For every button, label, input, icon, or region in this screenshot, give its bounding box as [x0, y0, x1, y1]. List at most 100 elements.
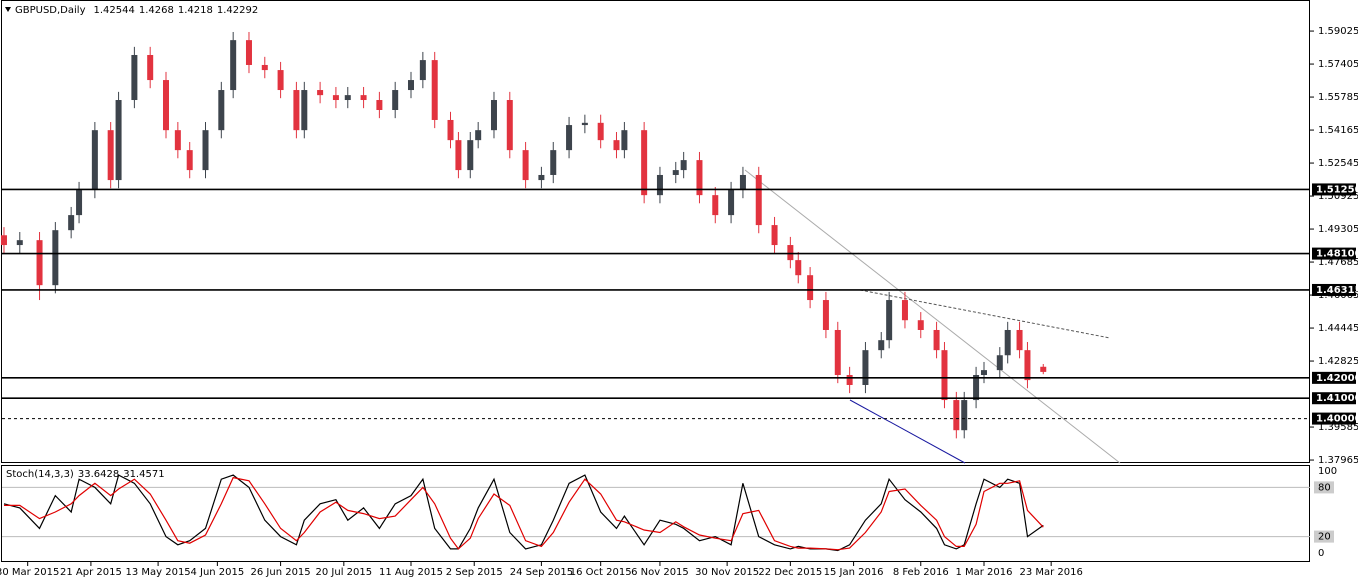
x-tick-label: 20 Jul 2015	[316, 567, 373, 578]
k-value: 33.6428	[78, 469, 119, 480]
candle-body	[131, 54, 138, 101]
candle-body	[447, 119, 454, 141]
candle-body	[301, 90, 308, 131]
x-tick-label: 1 Mar 2016	[955, 567, 1012, 578]
level-box	[1312, 392, 1356, 405]
candle-body	[1040, 366, 1047, 372]
x-tick-label: 21 Apr 2015	[60, 567, 122, 578]
candle-body	[755, 174, 762, 226]
candle-body	[961, 400, 968, 431]
stoch-panel	[1, 465, 1310, 562]
level-label: 1.51250	[1316, 184, 1358, 195]
level-label: 1.46315	[1316, 285, 1358, 296]
candle-body	[107, 130, 114, 181]
symbol: GBPUSD,Daily	[15, 5, 86, 16]
candle-body	[822, 300, 829, 330]
level-box	[1312, 283, 1356, 296]
candle-body	[261, 64, 268, 71]
x-tick-label: 30 Nov 2015	[695, 567, 759, 578]
candle-body	[834, 329, 841, 376]
level-label: 1.42000	[1316, 373, 1358, 384]
candle-body	[550, 150, 557, 175]
candle-body	[807, 275, 814, 301]
candle-body	[317, 90, 324, 96]
d-value: 31.4571	[123, 469, 164, 480]
candle-body	[795, 260, 802, 276]
candle-body	[787, 245, 794, 261]
close: 1.42292	[217, 5, 258, 16]
candle-body	[344, 95, 351, 101]
candle-body	[68, 215, 75, 231]
y-tick-label: 1.54165	[1318, 125, 1358, 136]
candle-body	[455, 140, 462, 171]
candle-body	[392, 90, 399, 110]
y-tick-label: 20	[1318, 532, 1331, 543]
candle-body	[115, 100, 122, 181]
candle-body	[846, 375, 853, 385]
y-tick-label: 1.50925	[1318, 191, 1358, 202]
candle-body	[672, 170, 679, 175]
candle-body	[419, 60, 426, 81]
candle-body	[621, 130, 628, 151]
trend-line	[744, 169, 1121, 464]
candle-body	[76, 190, 83, 216]
high: 1.4268	[139, 5, 174, 16]
candle-body	[407, 80, 414, 91]
x-tick-label: 23 Mar 2016	[1019, 567, 1082, 578]
candle-body	[996, 355, 1003, 371]
x-tick-label: 2 Sep 2015	[446, 567, 503, 578]
x-tick-label: 24 Sep 2015	[510, 567, 573, 578]
trend-line	[859, 289, 1111, 339]
tick-box	[1314, 530, 1334, 543]
y-tick-label: 1.39585	[1318, 422, 1358, 433]
open: 1.42544	[94, 5, 135, 16]
tick-box	[1314, 481, 1334, 494]
stoch-line	[3, 474, 1044, 552]
collapse-icon[interactable]	[5, 7, 11, 12]
y-tick-label: 100	[1318, 466, 1337, 477]
candle-body	[597, 122, 604, 141]
y-tick-label: 1.57405	[1318, 59, 1358, 70]
x-tick-label: 15 Jan 2016	[824, 567, 884, 578]
level-box	[1312, 412, 1356, 425]
candle-body	[862, 350, 869, 385]
candle-body	[917, 320, 924, 330]
candle-body	[522, 150, 529, 181]
x-tick-label: 4 Jun 2015	[190, 567, 244, 578]
x-tick-label: 11 Aug 2015	[379, 567, 443, 578]
candle-body	[953, 400, 960, 431]
y-tick-label: 1.37965	[1318, 455, 1358, 466]
price-panel	[1, 0, 1310, 463]
y-tick-label: 1.49305	[1318, 224, 1358, 235]
level-box	[1312, 247, 1356, 260]
level-label: 1.48100	[1316, 249, 1358, 260]
y-tick-label: 1.52545	[1318, 158, 1358, 169]
candle-body	[174, 130, 181, 151]
candle-body	[656, 174, 663, 196]
stoch-line	[4, 476, 1044, 551]
x-tick-label: 30 Mar 2015	[0, 567, 59, 578]
candle-body	[886, 300, 893, 341]
candle-body	[218, 90, 225, 131]
candle-body	[980, 370, 987, 376]
low: 1.4218	[178, 5, 213, 16]
candle-body	[332, 95, 339, 101]
candle-body	[0, 235, 7, 246]
candle-body	[933, 329, 940, 351]
y-tick-label: 1.47685	[1318, 257, 1358, 268]
candle-body	[1004, 329, 1011, 356]
symbol-header: GBPUSD,Daily 1.42544 1.4268 1.4218 1.42292	[15, 5, 258, 16]
candle-body	[613, 140, 620, 151]
candle-body	[712, 195, 719, 216]
candle-body	[506, 100, 513, 151]
x-tick-label: 13 May 2015	[125, 567, 190, 578]
candle-body	[162, 80, 169, 131]
candle-body	[52, 230, 59, 286]
candle-body	[475, 130, 482, 141]
candle-body	[566, 125, 573, 151]
candle-body	[973, 375, 980, 401]
candle-body	[680, 160, 687, 171]
candle-body	[245, 40, 252, 65]
